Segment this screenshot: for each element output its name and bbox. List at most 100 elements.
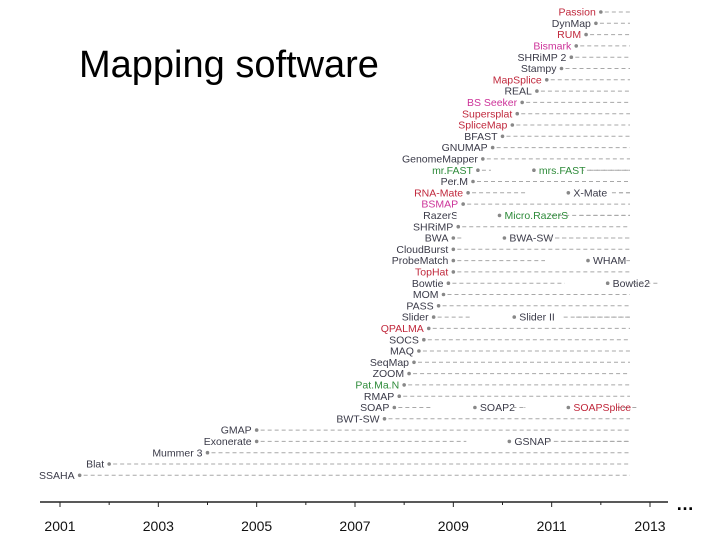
tick-label: 2009 xyxy=(438,518,469,534)
tool-label: SeqMap xyxy=(370,357,409,369)
tool-point xyxy=(559,66,564,71)
tool-label: TopHat xyxy=(415,267,448,279)
label-backdrop xyxy=(545,254,637,267)
tool-point xyxy=(490,145,495,150)
tool-point xyxy=(520,100,524,105)
tool-label: DynMap xyxy=(552,18,591,30)
tool-point xyxy=(574,44,579,48)
row-bsmap: BSMAP xyxy=(421,199,630,211)
tool-label: Mummer 3 xyxy=(152,447,202,459)
tool-point xyxy=(566,191,571,195)
row-genomemapper: GenomeMapper xyxy=(402,154,630,166)
tool-point xyxy=(451,247,456,252)
tool-label: Supersplat xyxy=(462,108,512,120)
tool-label: Bismark xyxy=(533,41,572,53)
tool-point xyxy=(422,337,426,342)
label-backdrop xyxy=(525,186,618,199)
row-supersplat: Supersplat xyxy=(462,108,630,120)
tool-point xyxy=(417,349,421,353)
tool-label: Slider xyxy=(402,312,429,324)
tool-point xyxy=(461,202,465,206)
tool-label: Stampy xyxy=(521,63,557,75)
label-backdrop xyxy=(461,232,554,244)
row-slider: Slider Slider II xyxy=(402,311,630,324)
row-real: REAL xyxy=(504,86,630,98)
tool-point xyxy=(412,360,416,365)
tool-label: RazerS xyxy=(423,210,458,222)
tool-label: GMAP xyxy=(221,425,252,437)
tool-label: BFAST xyxy=(464,131,498,143)
row-seqmap: SeqMap xyxy=(370,357,630,369)
tool-label: Passion xyxy=(558,7,596,19)
tool-point xyxy=(584,32,588,37)
tool-label: SOAP2 xyxy=(480,402,515,414)
tool-point xyxy=(407,371,411,376)
tool-label: ZOOM xyxy=(373,368,405,380)
tool-point xyxy=(426,326,431,331)
x-axis: 2001 2003 2005 2007 2009 2011 2013 xyxy=(40,501,668,534)
tool-point xyxy=(594,21,598,26)
tool-label: MapSplice xyxy=(493,74,542,86)
tool-point xyxy=(515,111,520,116)
row-soap: SOAP SOAP2 SOAPSplice xyxy=(360,401,637,414)
tick-label: 2003 xyxy=(143,518,174,534)
label-backdrop xyxy=(456,209,549,222)
tool-point xyxy=(569,55,574,59)
row-pass: PASS xyxy=(406,300,630,312)
tool-label: RMAP xyxy=(364,391,394,403)
tool-point xyxy=(456,224,461,229)
row-rum: RUM xyxy=(557,29,630,41)
tool-label: SOAPSplice xyxy=(573,402,631,414)
tool-label: Exonerate xyxy=(204,436,252,448)
row-splicemap: SpliceMap xyxy=(458,120,630,132)
row-mom: MOM xyxy=(413,289,630,301)
tool-point xyxy=(382,417,387,421)
row-bwa: BWA BWA-SW xyxy=(425,232,630,245)
tool-label: Micro.RazerS xyxy=(505,210,569,222)
tool-label: BS Seeker xyxy=(467,97,518,109)
tool-label: REAL xyxy=(504,86,532,98)
tool-label: RNA-Mate xyxy=(414,187,463,199)
tool-label: SSAHA xyxy=(39,470,75,482)
tick-label: 2001 xyxy=(44,518,75,534)
tool-label: BWT-SW xyxy=(336,413,379,425)
row-per-m: Per.M xyxy=(441,176,630,188)
tool-label: SHRiMP xyxy=(413,221,453,233)
tool-label: PASS xyxy=(406,300,433,312)
tool-label: Pat.Ma.N xyxy=(355,380,399,392)
tool-point xyxy=(500,134,505,139)
tool-point xyxy=(441,292,446,297)
tool-label: WHAM xyxy=(593,255,626,267)
tool-label: MAQ xyxy=(390,346,414,358)
row-mummer-3: Mummer 3 xyxy=(152,447,630,459)
row-bowtie: Bowtie Bowtie2 xyxy=(412,277,658,290)
row-maq: MAQ xyxy=(390,346,630,358)
row-ssaha: SSAHA xyxy=(39,470,630,482)
tool-point xyxy=(451,258,456,263)
tick-label: 2007 xyxy=(339,518,370,534)
tool-point xyxy=(599,10,603,14)
tool-point xyxy=(77,473,82,478)
tool-label: Blat xyxy=(86,459,104,471)
row-cloudburst: CloudBurst xyxy=(396,244,630,256)
tool-label: MOM xyxy=(413,289,439,301)
tool-point xyxy=(497,213,502,218)
tool-label: GenomeMapper xyxy=(402,154,478,166)
row-bs-seeker: BS Seeker xyxy=(467,97,630,109)
tool-point xyxy=(446,281,451,286)
tool-point xyxy=(481,157,485,161)
tool-label: Bowtie xyxy=(412,278,444,290)
tool-point xyxy=(510,123,515,127)
tool-point xyxy=(466,191,470,195)
tool-label: GSNAP xyxy=(514,436,551,448)
tool-label: Per.M xyxy=(441,176,468,188)
row-bfast: BFAST xyxy=(464,131,630,143)
tool-label: Bowtie2 xyxy=(613,278,651,290)
tool-label: BWA-SW xyxy=(509,233,553,245)
tool-point xyxy=(502,236,507,240)
row-rna-mate: RNA-Mate X-Mate xyxy=(414,186,630,199)
tool-label: SpliceMap xyxy=(458,120,507,132)
row-probematch: ProbeMatch WHAM xyxy=(392,254,637,267)
